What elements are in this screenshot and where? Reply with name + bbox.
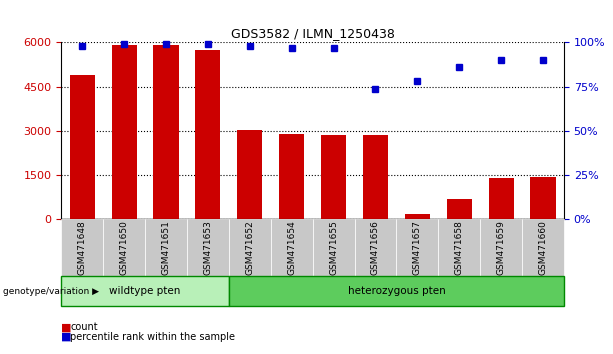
Bar (237, 130, 262, 219)
Bar (196, 50, 221, 219)
Text: GSM471650: GSM471650 (120, 220, 129, 275)
Text: GSM471657: GSM471657 (413, 220, 422, 275)
Bar (405, 213, 430, 219)
Text: GSM471648: GSM471648 (78, 221, 87, 275)
Text: ■: ■ (61, 322, 72, 332)
Text: heterozygous pten: heterozygous pten (348, 286, 445, 296)
Bar (489, 178, 514, 219)
Text: GSM471655: GSM471655 (329, 220, 338, 275)
Text: GSM471658: GSM471658 (455, 220, 464, 275)
Bar (447, 199, 472, 219)
Text: ■: ■ (61, 332, 72, 342)
Text: wildtype pten: wildtype pten (109, 286, 181, 296)
Text: count: count (70, 322, 98, 332)
Text: genotype/variation ▶: genotype/variation ▶ (3, 287, 99, 296)
Bar (112, 45, 137, 219)
Text: GSM471651: GSM471651 (161, 220, 170, 275)
Text: GSM471652: GSM471652 (245, 221, 254, 275)
Bar (363, 135, 388, 219)
Text: GSM471659: GSM471659 (497, 220, 506, 275)
Bar (321, 135, 346, 219)
Text: GSM471656: GSM471656 (371, 220, 380, 275)
Title: GDS3582 / ILMN_1250438: GDS3582 / ILMN_1250438 (230, 27, 395, 40)
Text: GSM471654: GSM471654 (287, 221, 296, 275)
Bar (153, 45, 178, 219)
Text: GSM471660: GSM471660 (538, 220, 547, 275)
Text: percentile rank within the sample: percentile rank within the sample (70, 332, 235, 342)
Bar (70, 75, 95, 219)
Text: GSM471653: GSM471653 (204, 220, 213, 275)
Bar (530, 177, 555, 219)
Bar (279, 134, 304, 219)
